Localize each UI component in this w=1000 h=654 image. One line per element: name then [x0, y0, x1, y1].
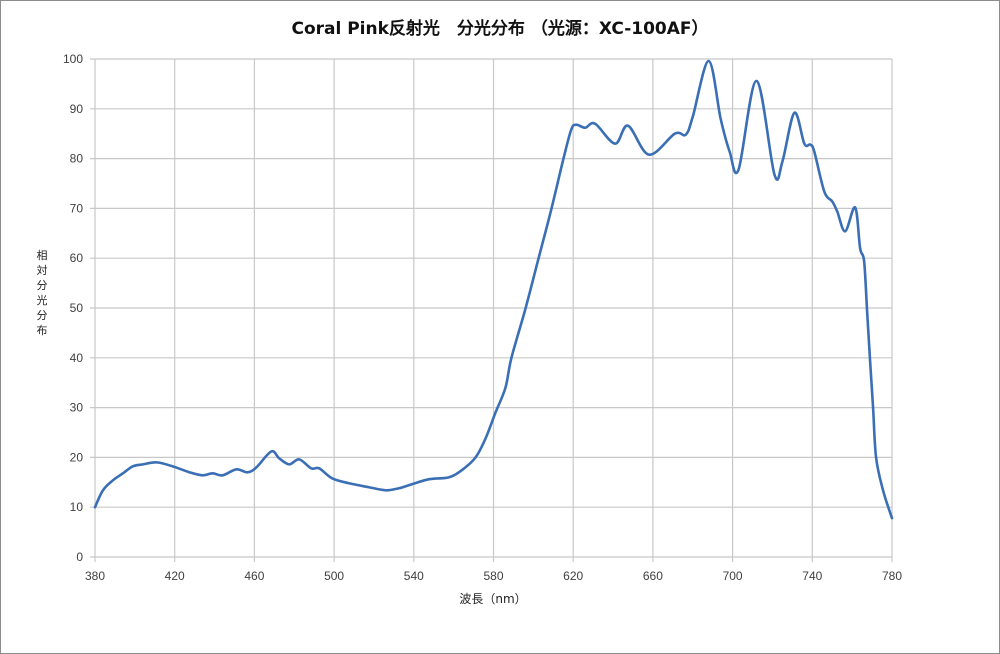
y-tick-label: 10 [70, 500, 84, 514]
x-tick-label: 660 [643, 569, 663, 583]
x-tick-label: 620 [563, 569, 583, 583]
y-tick-label: 30 [70, 401, 84, 415]
y-tick-label: 40 [70, 351, 84, 365]
x-tick-label: 780 [882, 569, 902, 583]
y-tick-label: 0 [76, 550, 83, 564]
x-tick-label: 420 [165, 569, 185, 583]
y-tick-label: 60 [70, 251, 84, 265]
x-tick-label: 380 [85, 569, 105, 583]
x-axis-label: 波長（nm） [459, 592, 527, 606]
y-tick-label: 90 [70, 102, 84, 116]
tick-labels: 0 10 20 30 40 50 60 70 80 90 100 380 420 460 500 540 580… [63, 52, 902, 583]
y-tick-label: 80 [70, 152, 84, 166]
x-tick-label: 740 [802, 569, 822, 583]
y-tick-label: 100 [63, 52, 83, 66]
y-tick-label: 20 [70, 450, 84, 464]
x-tick-label: 460 [244, 569, 264, 583]
y-tick-label: 70 [70, 201, 84, 215]
series-line [93, 59, 894, 520]
x-tick-label: 540 [404, 569, 424, 583]
y-tick-label: 50 [70, 301, 84, 315]
grid-lines [90, 58, 893, 562]
chart-title: Coral Pink反射光 分光分布 （光源：XC-100AF） [291, 19, 709, 39]
x-tick-label: 700 [723, 569, 743, 583]
x-tick-label: 500 [324, 569, 344, 583]
x-tick-label: 580 [483, 569, 503, 583]
y-axis-label: 相対分光分布 [36, 249, 48, 337]
